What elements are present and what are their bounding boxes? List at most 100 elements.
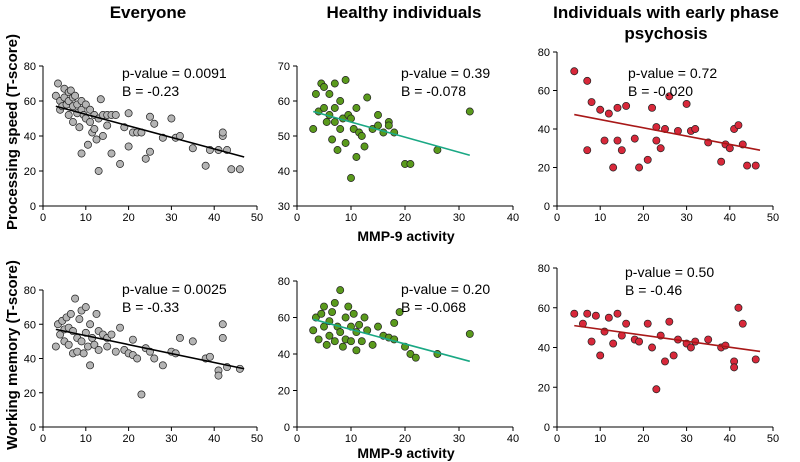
data-point	[86, 361, 95, 370]
data-point	[609, 339, 618, 348]
x-tick-label: 20	[122, 433, 134, 445]
data-point	[411, 353, 420, 362]
data-point	[643, 155, 652, 164]
data-point	[648, 103, 656, 112]
data-point	[349, 309, 358, 318]
data-point	[686, 343, 695, 352]
x-tick-label: 50	[251, 433, 263, 445]
y-tick-label: 40	[538, 343, 550, 355]
x-tick-label: 0	[40, 212, 46, 224]
data-point	[64, 111, 73, 119]
data-point	[128, 335, 137, 344]
panel-processing-everyone: 0 10 20 30 40 50 0 20 40 60 80 p-value = 0.0091 B = …	[24, 61, 263, 224]
data-point	[609, 163, 618, 172]
data-point	[336, 286, 345, 295]
data-point	[357, 132, 366, 140]
data-point	[176, 334, 184, 342]
regression-line	[55, 105, 245, 158]
y-tick-label: 30	[278, 201, 290, 213]
b-coefficient-annotation: B = -0.078	[401, 83, 466, 99]
column-title-psychosis-line2: psychosis	[624, 24, 707, 43]
data-point	[596, 351, 605, 360]
data-point	[357, 337, 366, 346]
data-point	[352, 153, 361, 161]
data-point	[201, 161, 210, 170]
data-point	[596, 105, 605, 114]
data-point	[600, 136, 609, 145]
data-point	[158, 361, 167, 370]
data-point	[368, 340, 377, 349]
data-point	[320, 83, 328, 91]
x-tick-label: 10	[594, 212, 606, 224]
x-tick-label: 0	[554, 433, 560, 445]
x-tick-label: 50	[251, 212, 263, 224]
data-point	[656, 144, 665, 153]
data-point	[374, 121, 382, 130]
data-point	[604, 313, 613, 322]
data-point	[587, 337, 596, 346]
data-point	[94, 167, 103, 175]
data-point	[330, 298, 339, 307]
row-label-processing-speed: Processing speed (T-score)	[4, 34, 21, 230]
data-point	[73, 347, 82, 356]
data-point	[363, 93, 372, 102]
x-tick-label: 30	[165, 433, 177, 445]
data-point	[338, 342, 347, 351]
data-point	[188, 337, 197, 346]
x-tick-label: 50	[767, 212, 779, 224]
x-tick-label: 40	[208, 212, 220, 224]
p-value-annotation: p-value = 0.20	[401, 281, 490, 297]
x-tick-label: 20	[399, 433, 411, 445]
data-point	[150, 354, 159, 363]
x-tick-label: 10	[80, 212, 92, 224]
p-value-annotation: p-value = 0.0091	[122, 65, 227, 81]
x-tick-label: 10	[594, 433, 606, 445]
data-point	[725, 144, 734, 153]
data-point	[465, 107, 474, 116]
data-point	[360, 313, 369, 322]
data-point	[218, 128, 227, 137]
data-point	[94, 345, 103, 354]
y-tick-label: 60	[278, 313, 290, 325]
x-tick-label: 0	[294, 212, 300, 224]
column-title-everyone: Everyone	[110, 3, 187, 22]
y-tick-label: 40	[24, 354, 36, 366]
x-axis-label-top: MMP-9 activity	[357, 228, 454, 244]
x-tick-label: 30	[680, 433, 692, 445]
x-tick-label: 20	[637, 212, 649, 224]
y-tick-label: 0	[544, 422, 550, 434]
data-point	[583, 146, 592, 155]
data-point	[384, 121, 393, 130]
x-tick-label: 40	[507, 212, 519, 224]
data-point	[682, 100, 691, 108]
y-tick-label: 80	[538, 263, 550, 275]
data-point	[218, 320, 227, 329]
data-point	[352, 104, 361, 112]
data-point	[570, 309, 579, 318]
x-tick-label: 40	[507, 433, 519, 445]
y-tick-label: 20	[24, 388, 36, 400]
data-point	[116, 160, 124, 168]
data-point	[86, 105, 95, 114]
x-tick-label: 40	[724, 212, 736, 224]
y-tick-label: 60	[24, 96, 36, 108]
data-point	[83, 342, 92, 351]
y-tick-label: 80	[24, 61, 36, 73]
data-point	[587, 98, 596, 107]
data-point	[717, 157, 726, 166]
data-point	[90, 340, 99, 349]
b-coefficient-annotation: B = -0.068	[401, 299, 466, 315]
p-value-annotation: p-value = 0.72	[628, 65, 717, 81]
y-tick-label: 0	[284, 422, 290, 434]
y-tick-label: 20	[24, 166, 36, 178]
x-tick-label: 30	[453, 212, 465, 224]
y-tick-label: 40	[538, 124, 550, 136]
y-tick-label: 20	[538, 163, 550, 175]
x-tick-label: 0	[294, 433, 300, 445]
x-tick-label: 10	[345, 433, 357, 445]
data-point	[320, 322, 328, 331]
panel-memory-healthy: 0 10 20 30 40 0 20 40 60 80 p-value = 0.20 B = -0.0…	[278, 276, 519, 445]
x-tick-label: 20	[122, 212, 134, 224]
data-point	[691, 125, 700, 133]
data-point	[124, 109, 133, 118]
